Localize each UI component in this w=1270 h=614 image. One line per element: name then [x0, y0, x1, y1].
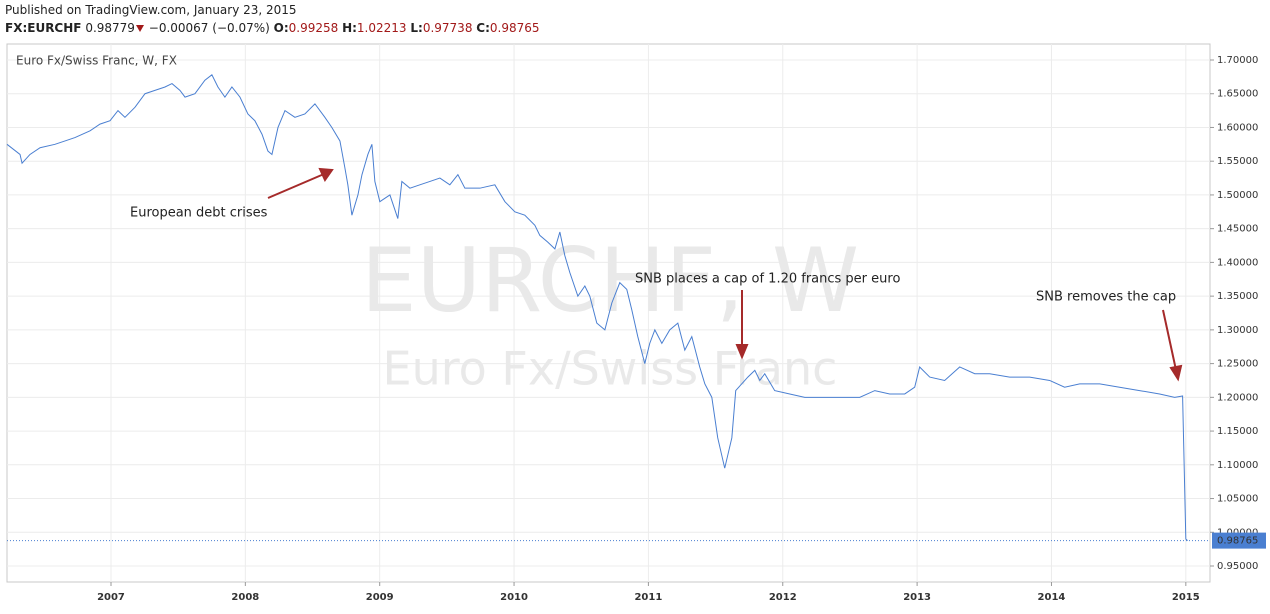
annotation: SNB removes the cap	[1036, 290, 1176, 305]
arrow-head	[318, 167, 334, 183]
down-icon	[135, 25, 144, 32]
y-tick-label: 1.15000	[1217, 426, 1258, 437]
x-tick-label: 2007	[97, 592, 125, 603]
close-label: C:	[476, 21, 490, 35]
annotation: European debt crises	[130, 206, 268, 221]
x-tick-label: 2013	[903, 592, 931, 603]
annotation: SNB places a cap of 1.20 francs per euro	[635, 272, 900, 287]
x-tick-label: 2012	[769, 592, 797, 603]
y-tick-label: 1.50000	[1217, 190, 1258, 201]
high-label: H:	[342, 21, 357, 35]
last-price-label: 0.98765	[1217, 536, 1258, 547]
plot	[6, 74, 1210, 542]
x-tick-label: 2014	[1038, 592, 1066, 603]
x-tick-label: 2009	[366, 592, 394, 603]
y-tick-label: 1.60000	[1217, 122, 1258, 133]
arrow	[1162, 309, 1177, 371]
x-tick-label: 2008	[231, 592, 259, 603]
y-tick-label: 1.70000	[1217, 55, 1258, 66]
y-tick-label: 1.40000	[1217, 257, 1258, 268]
y-tick-label: 1.45000	[1217, 224, 1258, 235]
arrows	[267, 167, 1183, 382]
quote-line: FX:EURCHF 0.98779 −0.00067 (−0.07%) O:0.…	[5, 21, 540, 35]
price-line	[6, 74, 1188, 541]
x-tick-label: 2010	[500, 592, 528, 603]
y-tick-label: 1.10000	[1217, 460, 1258, 471]
arrow-head	[1169, 364, 1183, 382]
y-tick-label: 1.25000	[1217, 359, 1258, 370]
y-tick-label: 1.55000	[1217, 156, 1258, 167]
x-tick-label: 2011	[634, 592, 662, 603]
arrow-head	[735, 344, 749, 360]
x-tick-label: 2015	[1172, 592, 1200, 603]
publish-note: Published on TradingView.com, January 23…	[5, 3, 297, 17]
open: 0.99258	[288, 21, 339, 35]
y-tick-label: 1.65000	[1217, 89, 1258, 100]
grid	[7, 44, 1214, 586]
close: 0.98765	[489, 21, 540, 35]
last-price: 0.98779	[85, 21, 135, 35]
y-tick-label: 1.35000	[1217, 291, 1258, 302]
y-tick-label: 1.30000	[1217, 325, 1258, 336]
y-tick-label: 1.20000	[1217, 392, 1258, 403]
plot-frame	[6, 43, 1211, 583]
change: −0.00067 (−0.07%)	[148, 21, 270, 35]
last-price-box	[1212, 532, 1266, 549]
watermark-name: Euro Fx/Swiss Franc	[383, 342, 838, 396]
y-tick-label: 1.05000	[1217, 494, 1258, 505]
open-label: O:	[273, 21, 289, 35]
low-label: L:	[410, 21, 423, 35]
watermark-symbol: EURCHF, W	[361, 229, 859, 332]
high: 1.02213	[356, 21, 407, 35]
legend-entry: Euro Fx/Swiss Franc, W, FX	[16, 54, 177, 68]
arrow	[267, 173, 325, 199]
low: 0.97738	[422, 21, 473, 35]
symbol: FX:EURCHF	[5, 21, 82, 35]
y-tick-label: 0.95000	[1217, 561, 1258, 572]
